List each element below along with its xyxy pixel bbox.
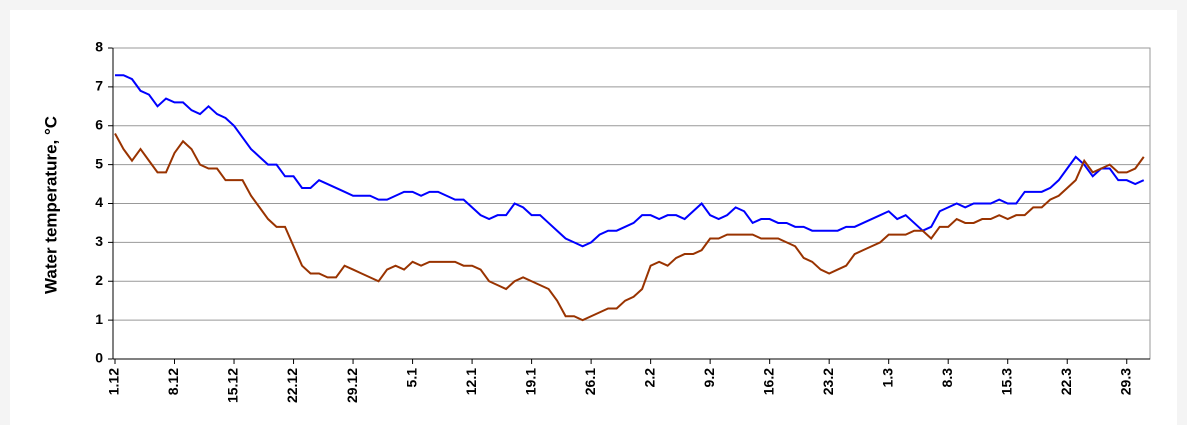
x-tick-label: 29.3 <box>1117 368 1133 395</box>
y-tick-label: 0 <box>95 350 103 366</box>
x-tick-label: 22.3 <box>1058 368 1074 395</box>
x-tick-label: 23.2 <box>820 368 836 395</box>
x-tick-label: 2.2 <box>641 368 657 388</box>
y-tick-label: 5 <box>95 155 103 171</box>
x-tick-label: 19.1 <box>522 368 538 395</box>
x-tick-label: 15.3 <box>998 368 1014 395</box>
y-tick-label: 2 <box>95 272 103 288</box>
x-tick-label: 29.12 <box>344 368 360 403</box>
y-tick-label: 1 <box>95 311 103 327</box>
x-tick-label: 26.1 <box>582 368 598 395</box>
y-tick-label: 3 <box>95 233 103 249</box>
y-tick-label: 7 <box>95 78 103 94</box>
x-tick-label: 8.3 <box>939 368 955 388</box>
y-tick-label: 4 <box>95 194 103 210</box>
y-axis-label: Water temperature, °C <box>41 116 60 294</box>
x-tick-label: 16.2 <box>760 368 776 395</box>
y-tick-label: 8 <box>95 39 103 55</box>
x-tick-label: 9.2 <box>701 368 717 388</box>
x-tick-label: 1.12 <box>106 368 122 395</box>
chart-panel <box>10 10 1177 425</box>
x-tick-label: 8.12 <box>165 368 181 395</box>
y-tick-label: 6 <box>95 116 103 132</box>
x-tick-label: 1.3 <box>879 368 895 388</box>
x-tick-label: 12.1 <box>463 368 479 395</box>
x-tick-label: 5.1 <box>403 368 419 388</box>
x-tick-label: 22.12 <box>284 368 300 403</box>
x-tick-label: 15.12 <box>225 368 241 403</box>
series-line <box>114 133 1145 322</box>
series-line <box>115 74 1145 248</box>
